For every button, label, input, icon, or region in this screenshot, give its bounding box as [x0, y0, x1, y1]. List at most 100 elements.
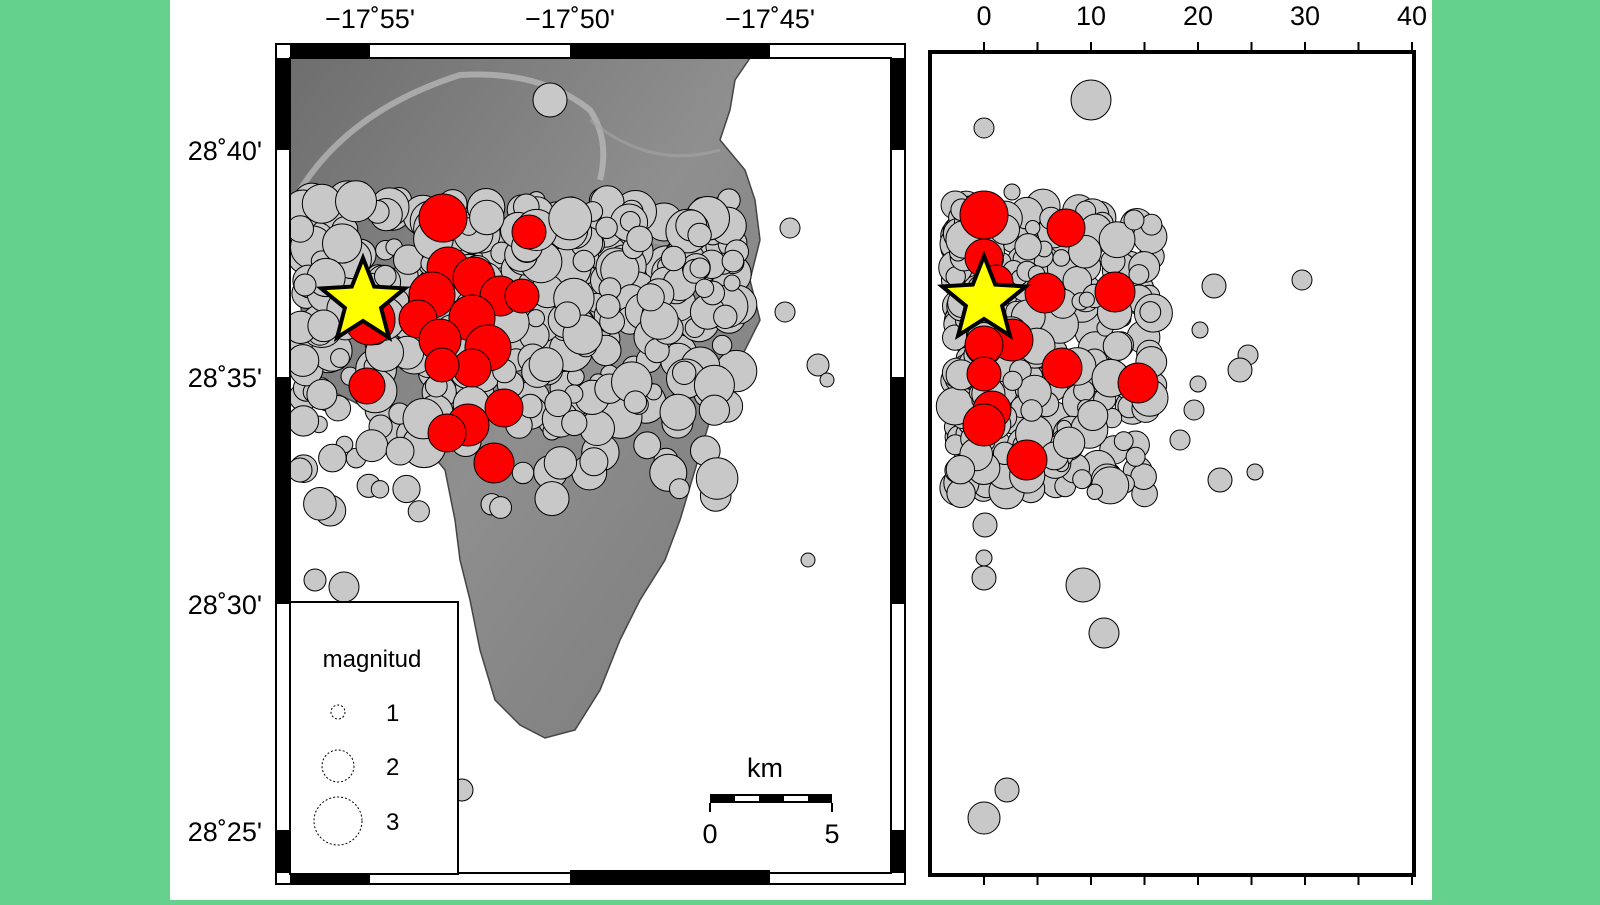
gray-event [945, 455, 976, 485]
gray-event [1020, 399, 1043, 422]
red-event [962, 403, 1006, 447]
depth-tick-label: 20 [1183, 1, 1213, 31]
gray-event [1246, 463, 1264, 481]
gray-event [1072, 469, 1092, 490]
gray-event [1139, 301, 1162, 323]
gray-event [385, 436, 415, 466]
red-event [504, 278, 540, 314]
red-event [1094, 271, 1136, 313]
star-icon [936, 250, 1032, 341]
gray-event [469, 199, 505, 236]
gray-event [1052, 426, 1086, 459]
legend-circle-2 [321, 749, 355, 783]
red-event [424, 347, 460, 383]
gray-event [1078, 291, 1095, 308]
gray-event [1014, 233, 1042, 261]
gray-event [1201, 273, 1227, 299]
gray-event [687, 222, 712, 248]
red-event [473, 442, 515, 484]
gray-event [972, 512, 998, 538]
gray-event [534, 481, 570, 517]
gray-event [595, 216, 618, 240]
gray-event [290, 405, 320, 437]
gray-event [1002, 370, 1023, 391]
depth-panel: 0 10 20 30 40 [928, 1, 1427, 885]
scale-unit: km [747, 753, 783, 783]
gray-event [561, 409, 588, 437]
scale-end: 5 [824, 819, 839, 849]
gray-event [1113, 431, 1134, 452]
red-event [1041, 347, 1083, 389]
gray-event [290, 215, 314, 243]
gray-event [973, 117, 995, 139]
gray-event [971, 565, 997, 591]
red-event [427, 413, 467, 453]
gray-event [721, 249, 745, 273]
gray-event [543, 446, 578, 480]
gray-event [554, 301, 581, 329]
red-event [959, 190, 1009, 240]
gray-event [659, 393, 697, 431]
gray-event [1070, 79, 1112, 121]
gray-event [1125, 446, 1146, 467]
red-event [348, 367, 386, 405]
gray-event [528, 347, 564, 383]
gray-event [595, 294, 621, 319]
gray-event [994, 777, 1020, 803]
gray-event [544, 389, 572, 418]
lon-tick-label: −17˚50' [525, 4, 615, 34]
legend-label-3: 3 [386, 809, 399, 836]
legend-title: magnitud [323, 646, 422, 673]
depth-events [935, 79, 1313, 835]
gray-event [290, 457, 313, 483]
red-event [1006, 439, 1048, 481]
gray-event [511, 461, 535, 485]
gray-event [1098, 221, 1136, 259]
lat-tick-label: 28˚35' [188, 363, 262, 393]
gray-event [967, 801, 1001, 835]
gray-event [779, 217, 801, 239]
depth-tick-label: 30 [1290, 1, 1320, 31]
gray-event [636, 283, 665, 312]
gray-event [374, 264, 397, 288]
gray-event [306, 379, 338, 410]
depth-tick-label: 10 [1076, 1, 1106, 31]
gray-event [1189, 375, 1207, 393]
depth-tick-label: 40 [1397, 1, 1427, 31]
gray-event [1052, 249, 1071, 267]
lon-tick-label: −17˚45' [725, 4, 815, 34]
gray-event [572, 249, 596, 273]
red-event [1117, 362, 1159, 404]
gray-event [633, 431, 662, 460]
lat-tick-label: 28˚40' [188, 136, 262, 166]
gray-event [579, 447, 609, 477]
gray-event [290, 344, 320, 377]
gray-event [328, 571, 360, 603]
depth-axis-ticks [983, 42, 1413, 885]
gray-event [800, 552, 816, 568]
gray-event [713, 304, 738, 329]
gray-event [774, 301, 796, 323]
gray-event [694, 278, 715, 298]
gray-event [489, 496, 513, 519]
scale-start: 0 [702, 819, 717, 849]
scale-bar-frame [710, 794, 832, 803]
red-event [1024, 272, 1066, 314]
gray-event [626, 225, 653, 253]
gray-event [975, 549, 993, 567]
map-frame-ticks [276, 44, 905, 884]
gray-event [1183, 399, 1205, 421]
gray-event [672, 360, 697, 385]
gray-event [526, 309, 546, 328]
gray-event [1123, 209, 1145, 231]
gray-event [669, 478, 690, 500]
gray-event [392, 474, 421, 504]
legend-label-1: 1 [386, 700, 399, 727]
gray-event [303, 487, 337, 521]
star-icon [315, 252, 411, 343]
legend-box [289, 601, 459, 875]
gray-event [689, 257, 711, 279]
gray-event [806, 353, 830, 377]
